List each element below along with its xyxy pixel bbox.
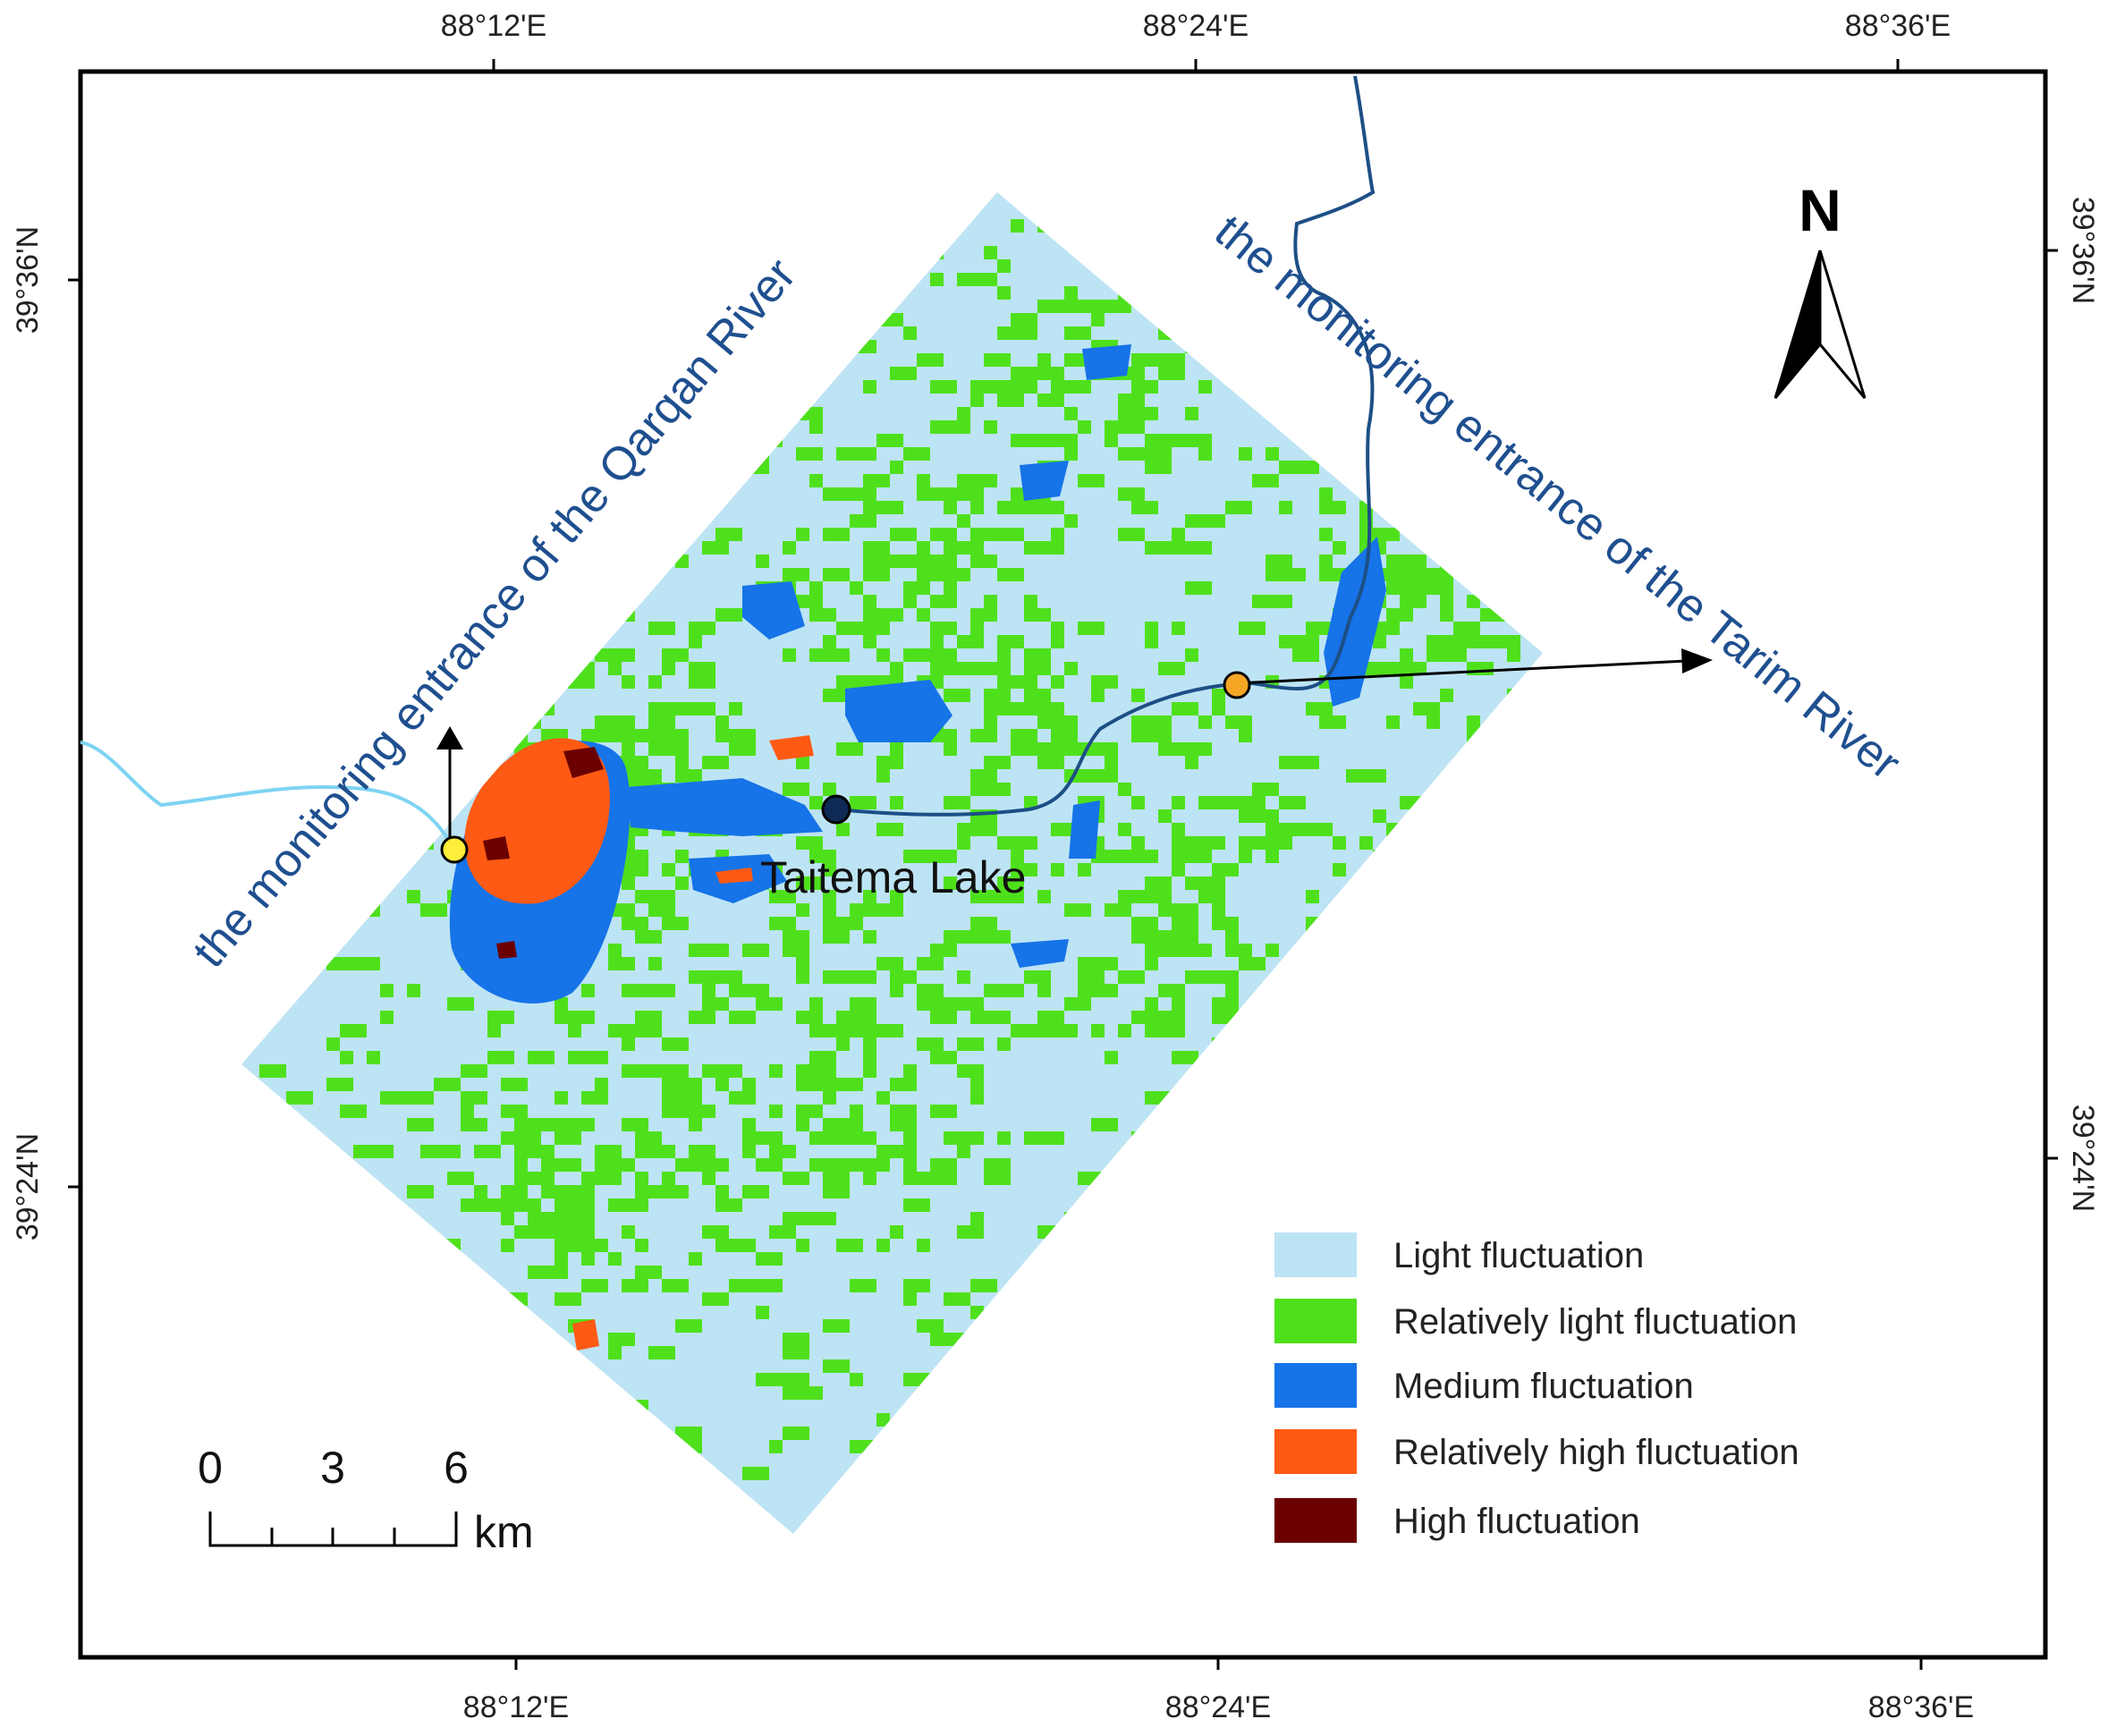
medium-fluctuation-patch [845,680,952,742]
relatively-high-fluctuation-patch [572,1319,599,1351]
scale-bar: 0 3 6 km [198,1443,534,1557]
top-tick-label: 88°12'E [441,9,546,43]
fluctuation-patches [449,344,1386,1351]
medium-fluctuation-patch [1020,461,1069,501]
taitema-lake-point [821,794,851,825]
relatively-high-fluctuation-patch [464,738,610,904]
top-tick-label: 88°36'E [1845,9,1951,43]
medium-fluctuation-patch [1324,537,1386,707]
legend-label: Relatively light fluctuation [1393,1302,1797,1342]
legend: Light fluctuation Relatively light fluct… [1274,1232,1799,1543]
bottom-axis: 88°12'E 88°24'E 88°36'E [463,1657,1974,1724]
qarqan-entrance-point [440,835,469,864]
legend-swatch-relatively-light [1274,1299,1357,1343]
relatively-high-fluctuation-patch [769,735,814,760]
medium-fluctuation-patch [1082,344,1131,380]
top-tick-label: 88°24'E [1143,9,1249,43]
north-label: N [1799,177,1841,243]
left-tick-label: 39°24'N [11,1133,45,1241]
left-tick-label: 39°36'N [11,226,45,334]
qarqan-arrow-head-icon [436,726,463,749]
legend-swatch-relatively-high [1274,1429,1357,1474]
legend-label: Light fluctuation [1393,1236,1644,1275]
bottom-tick-label: 88°36'E [1868,1690,1974,1724]
bottom-tick-label: 88°12'E [463,1690,569,1724]
high-fluctuation-patch [563,747,604,778]
legend-label: Medium fluctuation [1393,1367,1694,1406]
relatively-high-fluctuation-patch [715,868,753,884]
medium-fluctuation-patch [626,778,823,836]
legend-swatch-light [1274,1232,1357,1277]
scale-tick-label: 6 [444,1443,469,1493]
high-fluctuation-patch [483,836,510,860]
tarim-river [835,75,1376,817]
right-axis: 39°36'N 39°24'N [2045,197,2100,1212]
north-arrow-right-half [1818,250,1867,399]
qarqan-river [80,741,453,847]
right-tick-label: 39°36'N [2066,197,2100,304]
legend-label: High fluctuation [1393,1502,1640,1541]
tarim-arrow-line [1236,659,1687,685]
bottom-tick-label: 88°24'E [1165,1690,1271,1724]
scale-unit-label: km [474,1507,534,1557]
right-tick-label: 39°24'N [2066,1105,2100,1212]
taitema-lake-label: Taitema Lake [760,852,1026,902]
left-axis: 39°36'N 39°24'N [11,226,80,1241]
legend-swatch-high [1274,1498,1357,1543]
medium-fluctuation-patch [1069,800,1100,859]
tarim-arrow-head-icon [1681,648,1713,673]
scale-tick-label: 0 [198,1443,223,1493]
medium-fluctuation-patch [1011,939,1069,968]
legend-label: Relatively high fluctuation [1393,1433,1799,1472]
medium-fluctuation-patch [742,581,805,639]
tarim-entrance-point [1223,671,1251,699]
high-fluctuation-patch [496,941,517,959]
scale-tick-label: 3 [320,1443,345,1493]
north-arrow-icon: N [1774,177,1867,399]
top-axis: 88°12'E 88°24'E 88°36'E [441,9,1951,72]
legend-swatch-medium [1274,1363,1357,1408]
